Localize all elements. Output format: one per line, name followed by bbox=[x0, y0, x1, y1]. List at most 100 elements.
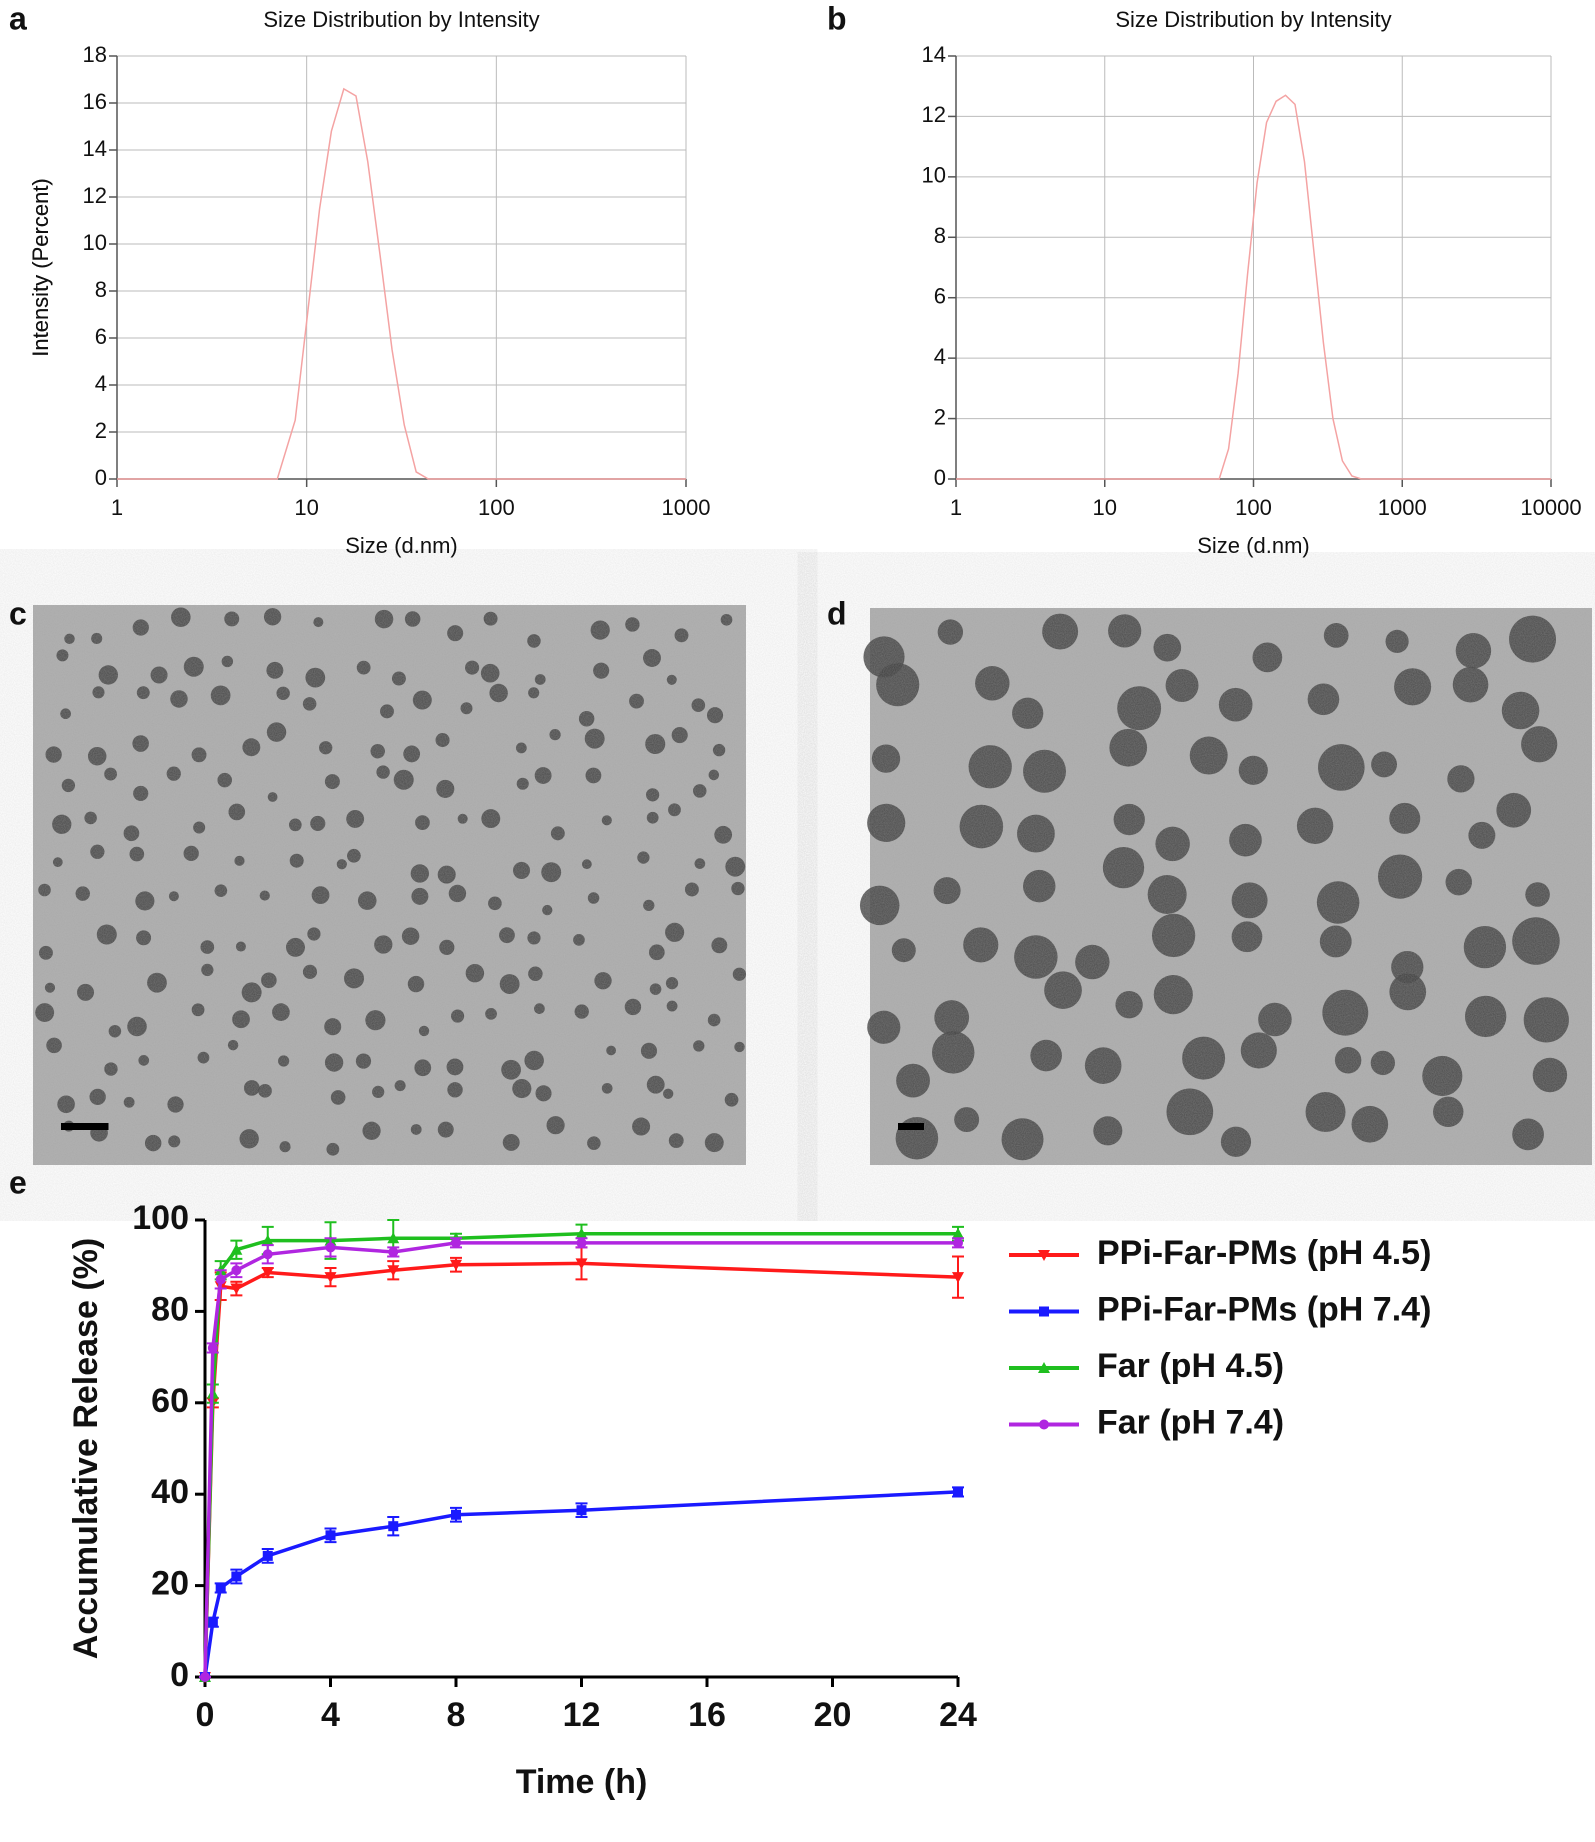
marker bbox=[387, 1232, 400, 1244]
marker bbox=[262, 1550, 273, 1561]
series-line bbox=[117, 87, 686, 480]
y-tick-label: 14 bbox=[922, 42, 946, 67]
panel-label: c bbox=[9, 595, 27, 631]
legend-marker bbox=[1039, 1419, 1049, 1430]
x-axis-label: Size (d.nm) bbox=[1197, 533, 1309, 558]
tem-image bbox=[33, 605, 747, 1165]
marker bbox=[200, 1672, 210, 1682]
legend-label: PPi-Far-PMs (pH 4.5) bbox=[1097, 1234, 1431, 1272]
legend-label: Far (pH 4.5) bbox=[1097, 1347, 1284, 1385]
panel-label: d bbox=[827, 595, 847, 631]
x-tick-label: 1000 bbox=[662, 495, 711, 520]
x-tick-label: 8 bbox=[447, 1696, 466, 1734]
x-tick-label: 1 bbox=[950, 495, 962, 520]
marker bbox=[325, 1530, 336, 1541]
marker bbox=[952, 1227, 964, 1239]
y-tick-label: 12 bbox=[83, 183, 107, 208]
y-tick-label: 16 bbox=[83, 89, 107, 114]
marker bbox=[953, 1237, 963, 1248]
y-tick-label: 10 bbox=[922, 163, 946, 188]
x-tick-label: 12 bbox=[563, 1696, 601, 1734]
marker bbox=[451, 1509, 461, 1520]
marker bbox=[325, 1242, 336, 1253]
x-tick-label: 10000 bbox=[1520, 495, 1581, 520]
y-axis-label: Accumulative Release (%) bbox=[67, 1238, 105, 1659]
legend-marker bbox=[1039, 1306, 1049, 1317]
marker bbox=[261, 1234, 274, 1246]
x-tick-label: 4 bbox=[321, 1696, 340, 1734]
y-axis-label: Intensity (Percent) bbox=[28, 178, 53, 357]
y-tick-label: 0 bbox=[170, 1656, 189, 1694]
series-line bbox=[203, 1490, 959, 1678]
chart: a Size Distribution by Intensity 0 2 4 6 8 10 12… bbox=[9, 0, 710, 557]
y-tick-label: 8 bbox=[934, 223, 946, 248]
marker bbox=[230, 1243, 243, 1255]
y-tick-label: 20 bbox=[151, 1565, 189, 1603]
y-tick-label: 80 bbox=[151, 1290, 189, 1328]
y-axis-label: Intensity (Percent) bbox=[28, 178, 53, 357]
x-tick-label: 20 bbox=[814, 1696, 852, 1734]
marker bbox=[388, 1246, 399, 1257]
x-tick-label: 1 bbox=[111, 495, 123, 520]
y-tick-label: 6 bbox=[95, 324, 107, 349]
x-axis-label: Time (h) bbox=[516, 1763, 648, 1801]
x-tick-label: 0 bbox=[196, 1696, 215, 1734]
series-line bbox=[203, 1231, 958, 1678]
y-tick-label: 0 bbox=[934, 465, 946, 490]
marker bbox=[207, 1617, 218, 1628]
y-tick-label: 4 bbox=[95, 371, 107, 396]
marker bbox=[324, 1272, 337, 1284]
marker bbox=[575, 1258, 588, 1270]
chart-title: Size Distribution by Intensity bbox=[263, 7, 539, 32]
marker bbox=[231, 1265, 242, 1276]
legend-marker bbox=[1038, 1250, 1050, 1261]
y-tick-label: 60 bbox=[151, 1382, 189, 1420]
x-tick-label: 24 bbox=[939, 1696, 977, 1734]
chart: e 0 20 40 60 80 100 0 4 8 12 16 20 24 Time (h) Accumula… bbox=[9, 1164, 1431, 1801]
y-tick-label: 40 bbox=[151, 1473, 189, 1511]
legend-label: PPi-Far-PMs (pH 7.4) bbox=[1097, 1290, 1431, 1328]
y-tick-label: 2 bbox=[95, 418, 107, 443]
y-tick-label: 100 bbox=[132, 1199, 189, 1237]
y-tick-label: 2 bbox=[934, 404, 946, 429]
y-tick-label: 8 bbox=[95, 277, 107, 302]
x-tick-label: 16 bbox=[688, 1696, 726, 1734]
x-tick-label: 10 bbox=[294, 495, 318, 520]
marker bbox=[953, 1486, 963, 1497]
marker bbox=[262, 1249, 273, 1260]
marker bbox=[261, 1267, 274, 1279]
marker bbox=[207, 1342, 218, 1353]
marker bbox=[388, 1521, 399, 1532]
y-tick-label: 4 bbox=[934, 344, 946, 369]
y-tick-label: 0 bbox=[95, 465, 107, 490]
y-tick-label: 10 bbox=[83, 230, 107, 255]
y-tick-label: 6 bbox=[934, 284, 946, 309]
marker bbox=[215, 1274, 226, 1285]
marker bbox=[952, 1272, 964, 1284]
x-tick-label: 10 bbox=[1093, 495, 1117, 520]
series-line bbox=[203, 1261, 959, 1678]
x-axis-label: Size (d.nm) bbox=[345, 533, 457, 558]
marker bbox=[450, 1259, 462, 1271]
tem-image bbox=[859, 608, 1592, 1165]
marker bbox=[576, 1505, 587, 1516]
legend-marker bbox=[1038, 1362, 1050, 1373]
marker bbox=[387, 1265, 400, 1277]
y-tick-label: 12 bbox=[922, 102, 946, 127]
marker bbox=[230, 1283, 243, 1295]
series-line bbox=[956, 94, 1551, 480]
panel-label: a bbox=[9, 0, 27, 36]
marker bbox=[215, 1582, 226, 1593]
panel-label: b bbox=[827, 0, 847, 36]
y-tick-label: 14 bbox=[83, 136, 107, 161]
legend-label: Far (pH 7.4) bbox=[1097, 1403, 1284, 1441]
marker bbox=[576, 1237, 587, 1248]
marker bbox=[451, 1237, 461, 1248]
panel-label: e bbox=[9, 1164, 27, 1200]
marker bbox=[575, 1227, 588, 1239]
x-tick-label: 1000 bbox=[1378, 495, 1427, 520]
chart-title: Size Distribution by Intensity bbox=[1115, 7, 1391, 32]
series-line bbox=[203, 1241, 958, 1678]
chart: b Size Distribution by Intensity024681012… bbox=[28, 0, 1582, 557]
